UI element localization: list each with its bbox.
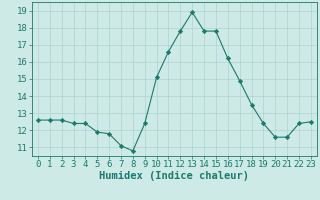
X-axis label: Humidex (Indice chaleur): Humidex (Indice chaleur)	[100, 171, 249, 181]
